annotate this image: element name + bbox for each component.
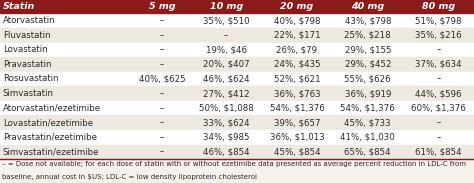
Text: –: – [160, 104, 164, 113]
Bar [0, 28, 474, 42]
Text: 37%, $634: 37%, $634 [415, 60, 462, 69]
Text: 40%, $625: 40%, $625 [139, 74, 185, 83]
Text: 35%, $510: 35%, $510 [203, 16, 249, 25]
Text: 26%, $79: 26%, $79 [276, 45, 318, 54]
Text: 60%, $1,376: 60%, $1,376 [411, 104, 466, 113]
Text: 19%, $46: 19%, $46 [206, 45, 246, 54]
Text: Statin: Statin [3, 2, 35, 11]
Text: Fluvastatin: Fluvastatin [3, 31, 50, 40]
Text: Lovastatin: Lovastatin [3, 45, 47, 54]
Text: 54%, $1,376: 54%, $1,376 [270, 104, 324, 113]
Text: 43%, $798: 43%, $798 [345, 16, 391, 25]
Text: 40%, $798: 40%, $798 [273, 16, 320, 25]
Text: Simvastatin/ezetimibe: Simvastatin/ezetimibe [3, 147, 100, 156]
Bar [0, 145, 474, 159]
Text: 10 mg: 10 mg [210, 2, 243, 11]
Text: 39%, $657: 39%, $657 [273, 118, 320, 127]
Text: –: – [160, 118, 164, 127]
Text: Pravastatin: Pravastatin [3, 60, 51, 69]
Text: 44%, $596: 44%, $596 [415, 89, 462, 98]
Text: –: – [160, 133, 164, 142]
Text: 5 mg: 5 mg [149, 2, 175, 11]
Bar [0, 115, 474, 130]
Text: Rosuvastatin: Rosuvastatin [3, 74, 58, 83]
Text: 27%, $412: 27%, $412 [203, 89, 249, 98]
Text: 29%, $155: 29%, $155 [345, 45, 391, 54]
Text: 46%, $624: 46%, $624 [203, 74, 249, 83]
Bar [0, 0, 474, 13]
Bar [0, 13, 474, 28]
Text: 52%, $621: 52%, $621 [273, 74, 320, 83]
Text: 36%, $763: 36%, $763 [273, 89, 320, 98]
Text: –: – [437, 74, 441, 83]
Text: 61%, $854: 61%, $854 [415, 147, 462, 156]
Text: baseline, annual cost in $US; LDL-C = low density lipoprotein cholesterol: baseline, annual cost in $US; LDL-C = lo… [2, 174, 257, 180]
Text: 46%, $854: 46%, $854 [203, 147, 249, 156]
Bar [0, 57, 474, 72]
Text: Atorvastatin: Atorvastatin [3, 16, 55, 25]
Text: 45%, $733: 45%, $733 [345, 118, 391, 127]
Text: Simvastatin: Simvastatin [3, 89, 54, 98]
Text: 36%, $919: 36%, $919 [345, 89, 391, 98]
Text: 65%, $854: 65%, $854 [345, 147, 391, 156]
Text: 20 mg: 20 mg [280, 2, 313, 11]
Bar [0, 101, 474, 115]
Text: –: – [160, 147, 164, 156]
Text: 36%, $1,013: 36%, $1,013 [270, 133, 324, 142]
Text: Pravastatin/ezetimibe: Pravastatin/ezetimibe [3, 133, 97, 142]
Text: 29%, $452: 29%, $452 [345, 60, 391, 69]
Text: –: – [437, 133, 441, 142]
Text: 41%, $1,030: 41%, $1,030 [340, 133, 395, 142]
Text: 20%, $407: 20%, $407 [203, 60, 249, 69]
Text: 80 mg: 80 mg [422, 2, 455, 11]
Bar [0, 86, 474, 101]
Text: 55%, $626: 55%, $626 [345, 74, 391, 83]
Text: 25%, $218: 25%, $218 [345, 31, 391, 40]
Text: 24%, $435: 24%, $435 [273, 60, 320, 69]
Bar [0, 42, 474, 57]
Text: 51%, $798: 51%, $798 [415, 16, 462, 25]
Text: –: – [160, 31, 164, 40]
Bar [0, 130, 474, 145]
Text: –: – [160, 89, 164, 98]
Text: 50%, $1,088: 50%, $1,088 [199, 104, 254, 113]
Text: 35%, $216: 35%, $216 [415, 31, 462, 40]
Text: 33%, $624: 33%, $624 [203, 118, 249, 127]
Text: 45%, $854: 45%, $854 [273, 147, 320, 156]
Text: Atorvastatin/ezetimibe: Atorvastatin/ezetimibe [3, 104, 101, 113]
Text: 34%, $985: 34%, $985 [203, 133, 249, 142]
Text: – = Dose not available; for each dose of statin with or without ezetimibe data p: – = Dose not available; for each dose of… [2, 161, 466, 167]
Text: Lovastatin/ezetimibe: Lovastatin/ezetimibe [3, 118, 93, 127]
Text: 54%, $1,376: 54%, $1,376 [340, 104, 395, 113]
Text: –: – [224, 31, 228, 40]
Text: –: – [437, 45, 441, 54]
Text: –: – [437, 118, 441, 127]
Text: 40 mg: 40 mg [351, 2, 384, 11]
Text: –: – [160, 45, 164, 54]
Text: –: – [160, 60, 164, 69]
Text: 22%, $171: 22%, $171 [273, 31, 320, 40]
Bar [0, 72, 474, 86]
Text: –: – [160, 16, 164, 25]
